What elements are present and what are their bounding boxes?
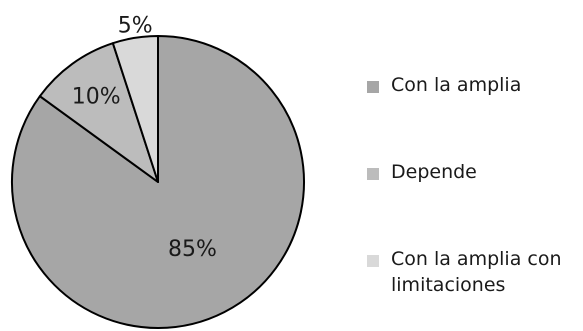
legend-swatch-2 xyxy=(367,168,379,180)
pie-slice-label-1: 85% xyxy=(168,237,217,262)
legend-label-2: Depende xyxy=(391,161,477,183)
legend-swatch-1 xyxy=(367,81,379,93)
legend-label-3-line-2: limitaciones xyxy=(391,274,505,296)
pie-slices xyxy=(11,35,305,329)
legend: Con la amplia Depende Con la amplia con lim… xyxy=(367,74,562,296)
pie-slice-labels: 85% 10% 5% xyxy=(72,13,217,262)
legend-swatch-3 xyxy=(367,255,379,267)
pie-slice-label-3: 5% xyxy=(118,13,153,38)
pie-slice-3 xyxy=(111,35,159,183)
legend-label-3-line-1: Con la amplia con xyxy=(391,248,562,270)
pie-slice-2 xyxy=(38,42,159,183)
legend-label-1: Con la amplia xyxy=(391,74,521,96)
pie-slice-label-2: 10% xyxy=(72,85,121,110)
pie-slice-1 xyxy=(11,35,305,329)
